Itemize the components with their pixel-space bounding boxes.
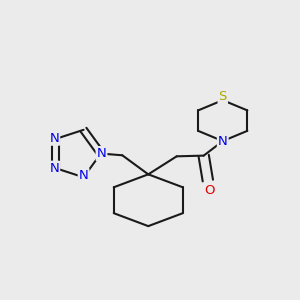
Text: O: O <box>204 184 215 197</box>
Text: N: N <box>97 147 106 160</box>
Text: S: S <box>219 90 227 103</box>
Text: N: N <box>218 135 228 148</box>
Text: N: N <box>79 169 88 182</box>
Text: N: N <box>50 132 59 145</box>
Text: N: N <box>50 162 59 175</box>
